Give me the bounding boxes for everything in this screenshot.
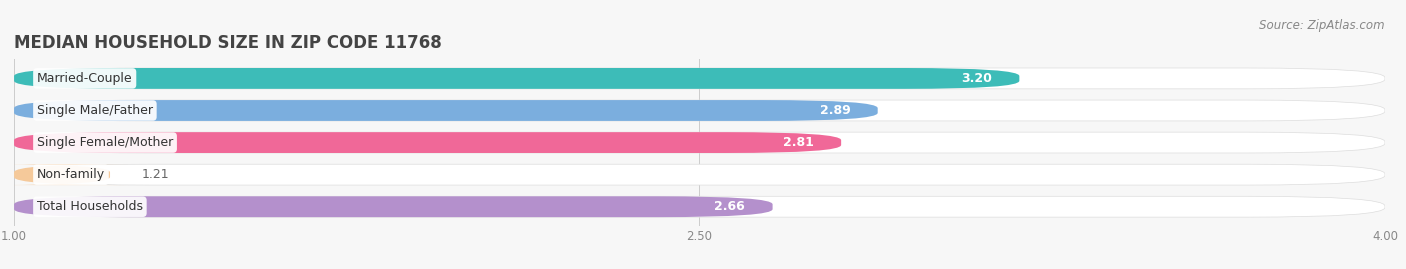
FancyBboxPatch shape xyxy=(14,68,1019,89)
Text: MEDIAN HOUSEHOLD SIZE IN ZIP CODE 11768: MEDIAN HOUSEHOLD SIZE IN ZIP CODE 11768 xyxy=(14,34,441,52)
FancyBboxPatch shape xyxy=(14,132,841,153)
FancyBboxPatch shape xyxy=(14,100,877,121)
FancyBboxPatch shape xyxy=(0,164,128,185)
Text: Non-family: Non-family xyxy=(37,168,105,181)
FancyBboxPatch shape xyxy=(14,196,773,217)
Text: 1.21: 1.21 xyxy=(142,168,170,181)
Text: Source: ZipAtlas.com: Source: ZipAtlas.com xyxy=(1260,19,1385,32)
Text: Married-Couple: Married-Couple xyxy=(37,72,132,85)
FancyBboxPatch shape xyxy=(14,196,1385,217)
Text: Total Households: Total Households xyxy=(37,200,143,213)
Text: 3.20: 3.20 xyxy=(962,72,993,85)
FancyBboxPatch shape xyxy=(14,164,1385,185)
Text: Single Female/Mother: Single Female/Mother xyxy=(37,136,173,149)
FancyBboxPatch shape xyxy=(14,68,1385,89)
Text: 2.66: 2.66 xyxy=(714,200,745,213)
Text: 2.81: 2.81 xyxy=(783,136,814,149)
FancyBboxPatch shape xyxy=(14,132,1385,153)
FancyBboxPatch shape xyxy=(14,100,1385,121)
Text: 2.89: 2.89 xyxy=(820,104,851,117)
Text: Single Male/Father: Single Male/Father xyxy=(37,104,153,117)
